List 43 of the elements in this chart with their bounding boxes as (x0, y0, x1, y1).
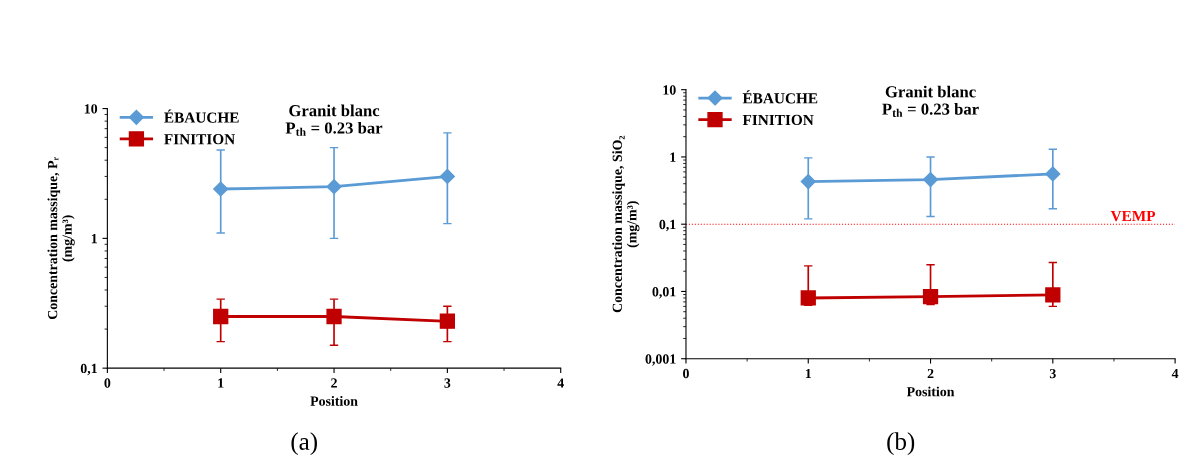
x-axis-title: Position (906, 386, 955, 397)
point (922, 172, 939, 188)
y-axis-title: Concentration massique, Pᵣ (mg/m³) (47, 157, 75, 320)
x-tick-label: 0 (104, 378, 111, 388)
x-tick-label: 1 (805, 368, 812, 379)
y-axis-title: Concentration massique, SiO₂ (mg/m³) (612, 135, 640, 313)
x-tick-label: 4 (557, 378, 564, 388)
y-tick-label: 0,1 (80, 363, 97, 376)
point (213, 308, 229, 325)
text: (b) (887, 432, 915, 456)
y-tick-label: 0,1 (659, 219, 676, 232)
x-tick-label: 2 (331, 378, 337, 388)
point (800, 290, 816, 306)
y-tick-label: 0,001 (645, 354, 676, 366)
legend-label: FINITION (164, 134, 236, 145)
x-tick-label: 3 (1049, 368, 1056, 379)
y-tick-label: 10 (663, 85, 676, 95)
x-tick-label: 2 (927, 368, 934, 379)
y-tick-label: 1 (91, 234, 97, 244)
legend-label: FINITION (742, 114, 814, 126)
x-tick-label: 3 (444, 378, 451, 388)
y-tick-label: 0,01 (652, 287, 676, 299)
point (439, 313, 456, 329)
point (800, 174, 816, 190)
chart-title: Granit blanc P$_{th}$ = 0.23 bar (882, 85, 979, 117)
point (1045, 166, 1061, 182)
point (1045, 287, 1061, 303)
point (326, 179, 342, 195)
legend-label: ÉBAUCHE (164, 109, 239, 123)
x-axis-title: Position (310, 396, 358, 406)
point (439, 168, 455, 184)
point (213, 181, 229, 197)
legend-label: ÉBAUCHE (742, 90, 818, 104)
y-tick-label: 10 (84, 104, 98, 114)
text: (a) (291, 432, 317, 456)
x-tick-label: 1 (218, 378, 224, 388)
y-tick-label: 1 (670, 152, 676, 162)
x-tick-label: 4 (1171, 368, 1179, 379)
chart-title: Granit blanc P$_{th}$ = 0.23 bar (285, 104, 383, 136)
point (326, 308, 342, 325)
ref-line-label: VEMP (1110, 210, 1156, 222)
point (922, 288, 939, 305)
x-tick-label: 0 (683, 368, 689, 379)
